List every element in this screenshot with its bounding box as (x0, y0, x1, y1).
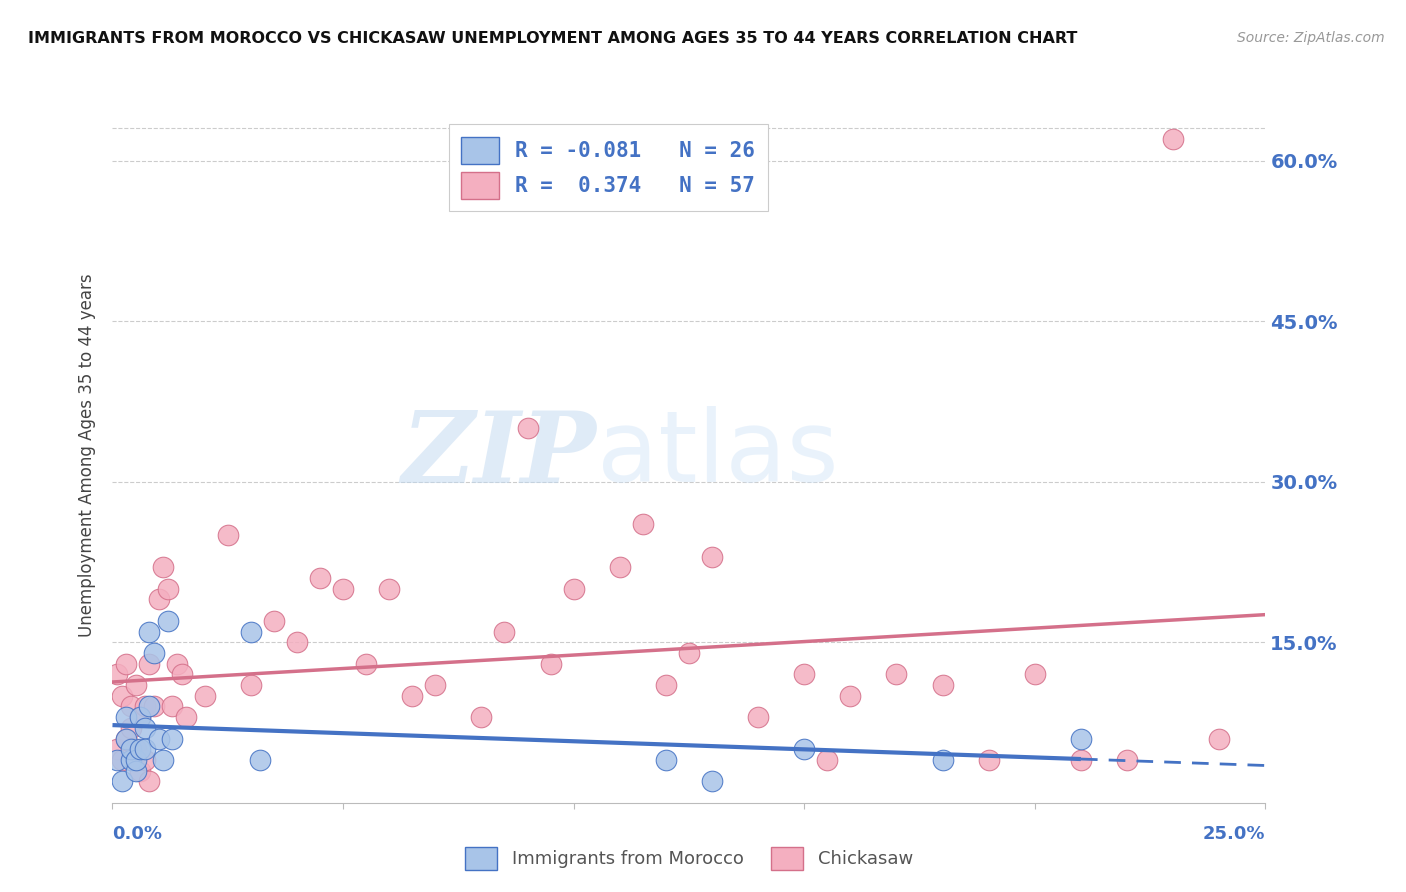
Legend: Immigrants from Morocco, Chickasaw: Immigrants from Morocco, Chickasaw (458, 839, 920, 877)
Text: 25.0%: 25.0% (1204, 825, 1265, 843)
Point (609, 560, 631, 574)
Point (115, 731, 138, 746)
Point (354, 657, 377, 671)
Point (115, 731, 138, 746)
Point (134, 742, 156, 756)
Point (217, 528, 239, 542)
Point (815, 753, 838, 767)
Point (516, 421, 538, 435)
Point (111, 774, 134, 789)
Point (120, 721, 142, 735)
Point (793, 742, 815, 756)
Point (655, 678, 678, 692)
Point (115, 710, 138, 724)
Point (1070, 731, 1092, 746)
Point (134, 753, 156, 767)
Point (134, 699, 156, 714)
Point (162, 731, 184, 746)
Point (138, 774, 160, 789)
Point (120, 742, 142, 756)
Point (152, 560, 174, 574)
Point (162, 699, 184, 714)
Point (1208, 731, 1230, 746)
Point (401, 689, 423, 703)
Point (148, 592, 170, 607)
Point (138, 624, 160, 639)
Point (332, 582, 354, 596)
Point (143, 646, 166, 660)
Point (425, 678, 447, 692)
Text: atlas: atlas (596, 407, 838, 503)
Point (839, 689, 862, 703)
Point (105, 753, 128, 767)
Point (138, 657, 160, 671)
Text: IMMIGRANTS FROM MOROCCO VS CHICKASAW UNEMPLOYMENT AMONG AGES 35 TO 44 YEARS CORR: IMMIGRANTS FROM MOROCCO VS CHICKASAW UNE… (28, 31, 1077, 46)
Point (156, 614, 179, 628)
Point (194, 689, 217, 703)
Point (263, 614, 285, 628)
Text: Source: ZipAtlas.com: Source: ZipAtlas.com (1237, 31, 1385, 45)
Text: 0.0%: 0.0% (112, 825, 163, 843)
Point (124, 678, 146, 692)
Point (494, 624, 516, 639)
Point (540, 657, 562, 671)
Point (156, 582, 179, 596)
Point (143, 699, 166, 714)
Point (747, 710, 769, 724)
Point (793, 667, 815, 681)
Point (700, 549, 723, 564)
Point (166, 657, 188, 671)
Point (115, 657, 138, 671)
Point (124, 742, 146, 756)
Point (285, 635, 308, 649)
Point (931, 678, 953, 692)
Point (129, 764, 152, 778)
Point (678, 646, 700, 660)
Point (631, 517, 654, 532)
Point (138, 699, 160, 714)
Point (1161, 132, 1184, 146)
Point (124, 764, 146, 778)
Point (148, 731, 170, 746)
Point (249, 753, 271, 767)
Point (134, 721, 156, 735)
Point (239, 624, 262, 639)
Point (886, 667, 908, 681)
Point (562, 582, 585, 596)
Point (1116, 753, 1139, 767)
Point (309, 571, 332, 585)
Point (105, 667, 128, 681)
Point (152, 753, 174, 767)
Point (129, 742, 152, 756)
Point (111, 689, 134, 703)
Point (105, 742, 128, 756)
Y-axis label: Unemployment Among Ages 35 to 44 years: Unemployment Among Ages 35 to 44 years (77, 273, 96, 637)
Point (378, 582, 401, 596)
Point (174, 710, 197, 724)
Point (1070, 753, 1092, 767)
Point (170, 667, 193, 681)
Point (655, 753, 678, 767)
Point (120, 699, 142, 714)
Point (977, 753, 1000, 767)
Point (931, 753, 953, 767)
Point (120, 753, 142, 767)
Point (700, 774, 723, 789)
Point (239, 678, 262, 692)
Text: ZIP: ZIP (402, 407, 596, 503)
Point (124, 753, 146, 767)
Point (470, 710, 492, 724)
Point (129, 710, 152, 724)
Point (129, 710, 152, 724)
Point (111, 753, 134, 767)
Point (1024, 667, 1046, 681)
